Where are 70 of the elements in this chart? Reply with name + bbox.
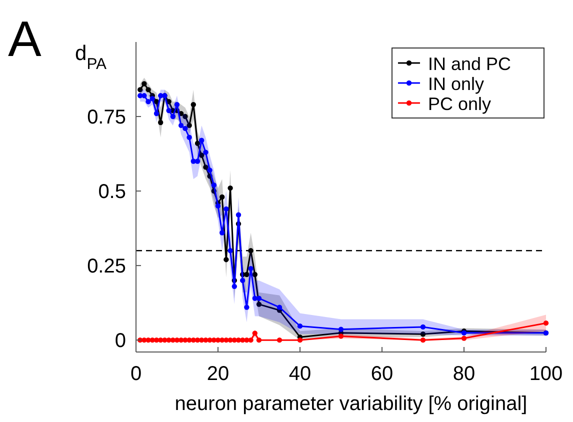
point [203, 164, 208, 170]
text: A [8, 11, 42, 67]
point [244, 272, 250, 278]
point [182, 126, 188, 132]
y-tick-label: 0 [114, 330, 126, 352]
point [154, 110, 160, 116]
point [228, 248, 233, 254]
point [146, 99, 151, 104]
point [178, 122, 184, 128]
point [276, 337, 282, 343]
point [203, 150, 208, 155]
point [224, 206, 229, 212]
point [461, 336, 467, 341]
point [211, 182, 216, 188]
point [224, 256, 229, 262]
point [186, 122, 192, 128]
point [248, 337, 254, 343]
point [240, 278, 246, 284]
point [228, 185, 233, 191]
point [146, 87, 151, 92]
point [199, 152, 204, 158]
point [166, 108, 172, 114]
legend-label: IN and PC [428, 54, 512, 74]
legend-label: IN only [428, 74, 484, 94]
point [170, 114, 176, 120]
y-tick-label: 0.25 [87, 256, 126, 278]
point [236, 212, 242, 218]
point [194, 140, 200, 146]
x-tick-label: 100 [529, 363, 563, 385]
x-tick-label: 80 [452, 363, 476, 385]
point [420, 332, 426, 337]
point [297, 337, 303, 343]
legend-label: PC only [428, 94, 492, 114]
point [150, 96, 155, 102]
point [248, 248, 254, 254]
point [158, 120, 164, 126]
x-tick-label: 40 [288, 363, 312, 385]
point [182, 114, 188, 120]
point [543, 320, 549, 326]
point [420, 324, 426, 330]
point [199, 138, 204, 143]
point [232, 284, 237, 290]
point [220, 194, 225, 200]
point [297, 323, 303, 329]
point [174, 102, 180, 108]
x-tick-label: 60 [370, 363, 394, 385]
point [252, 272, 258, 278]
point [338, 334, 344, 339]
point [186, 134, 192, 140]
x-tick-label: 0 [130, 363, 142, 385]
point [256, 337, 262, 343]
point [244, 304, 250, 310]
point [276, 304, 282, 310]
y-tick-label: 0.75 [87, 106, 126, 129]
point [420, 337, 426, 343]
point [138, 87, 143, 92]
point [248, 266, 254, 272]
point [256, 302, 262, 307]
point [215, 203, 221, 209]
x-axis-title: neuron parameter variability [% original] [174, 393, 528, 415]
point [207, 168, 212, 173]
point [190, 102, 196, 108]
y-axis-title: d$_{PA}$ [75, 42, 108, 72]
y-tick-label: 0.5 [98, 181, 126, 204]
point [252, 330, 258, 336]
point [142, 81, 147, 86]
point [338, 326, 344, 332]
point [142, 93, 147, 98]
point [220, 230, 225, 236]
x-tick-label: 20 [206, 363, 230, 385]
